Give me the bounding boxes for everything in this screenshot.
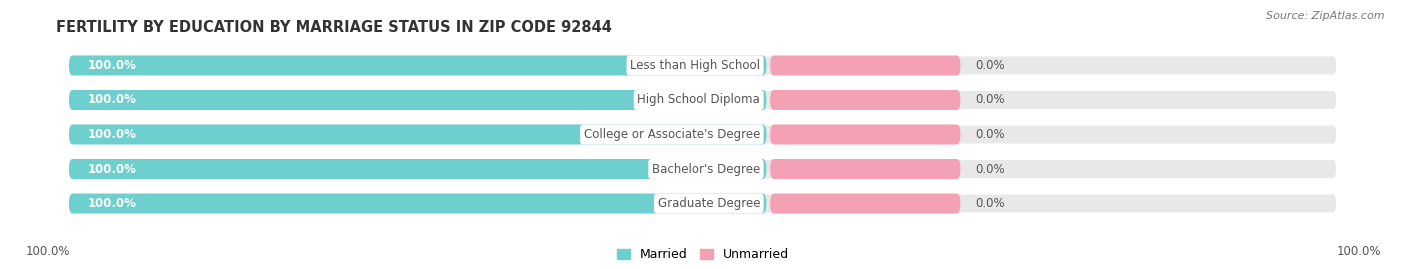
FancyBboxPatch shape xyxy=(69,159,1337,179)
FancyBboxPatch shape xyxy=(69,193,1337,214)
FancyBboxPatch shape xyxy=(770,90,960,110)
Text: 0.0%: 0.0% xyxy=(976,128,1005,141)
Text: 100.0%: 100.0% xyxy=(89,94,136,107)
FancyBboxPatch shape xyxy=(69,90,1337,110)
Text: 0.0%: 0.0% xyxy=(976,59,1005,72)
FancyBboxPatch shape xyxy=(770,125,960,144)
FancyBboxPatch shape xyxy=(69,125,1337,144)
Text: High School Diploma: High School Diploma xyxy=(637,94,761,107)
Text: Bachelor's Degree: Bachelor's Degree xyxy=(652,162,761,175)
Legend: Married, Unmarried: Married, Unmarried xyxy=(612,243,794,266)
Text: College or Associate's Degree: College or Associate's Degree xyxy=(583,128,761,141)
Text: 100.0%: 100.0% xyxy=(25,245,70,258)
Text: 0.0%: 0.0% xyxy=(976,94,1005,107)
FancyBboxPatch shape xyxy=(69,55,766,76)
Text: 0.0%: 0.0% xyxy=(976,197,1005,210)
Text: 100.0%: 100.0% xyxy=(89,162,136,175)
FancyBboxPatch shape xyxy=(770,159,960,179)
Text: 100.0%: 100.0% xyxy=(89,197,136,210)
FancyBboxPatch shape xyxy=(69,90,766,110)
FancyBboxPatch shape xyxy=(770,55,960,76)
Text: 100.0%: 100.0% xyxy=(89,59,136,72)
FancyBboxPatch shape xyxy=(770,193,960,214)
Text: 100.0%: 100.0% xyxy=(89,128,136,141)
FancyBboxPatch shape xyxy=(69,193,766,214)
FancyBboxPatch shape xyxy=(69,159,766,179)
Text: 100.0%: 100.0% xyxy=(1336,245,1381,258)
Text: Less than High School: Less than High School xyxy=(630,59,761,72)
Text: Source: ZipAtlas.com: Source: ZipAtlas.com xyxy=(1267,11,1385,21)
Text: 0.0%: 0.0% xyxy=(976,162,1005,175)
FancyBboxPatch shape xyxy=(69,125,766,144)
Text: FERTILITY BY EDUCATION BY MARRIAGE STATUS IN ZIP CODE 92844: FERTILITY BY EDUCATION BY MARRIAGE STATU… xyxy=(56,20,612,35)
Text: Graduate Degree: Graduate Degree xyxy=(658,197,761,210)
FancyBboxPatch shape xyxy=(69,55,1337,76)
